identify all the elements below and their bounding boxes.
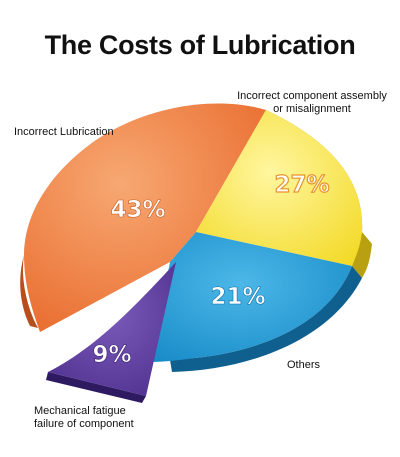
value-label-others: 21% (210, 284, 265, 310)
callout-others: Others (287, 359, 320, 372)
value-label-lubrication: 43% (110, 197, 165, 223)
callout-fatigue: Mechanical fatigue failure of component (34, 405, 134, 431)
callout-fatigue-line1: Mechanical fatigue (34, 405, 134, 418)
callout-lubrication-text: Incorrect Lubrication (14, 126, 114, 138)
callout-fatigue-line2: failure of component (34, 418, 134, 431)
callout-others-text: Others (287, 359, 320, 371)
callout-lubrication: Incorrect Lubrication (14, 126, 114, 139)
value-label-fatigue: 9% (92, 342, 131, 368)
callout-assembly-line2: or misalignment (232, 103, 392, 116)
callout-assembly-line1: Incorrect component assembly (232, 90, 392, 103)
callout-assembly: Incorrect component assembly or misalign… (232, 90, 392, 116)
value-label-assembly: 27% (274, 172, 329, 198)
